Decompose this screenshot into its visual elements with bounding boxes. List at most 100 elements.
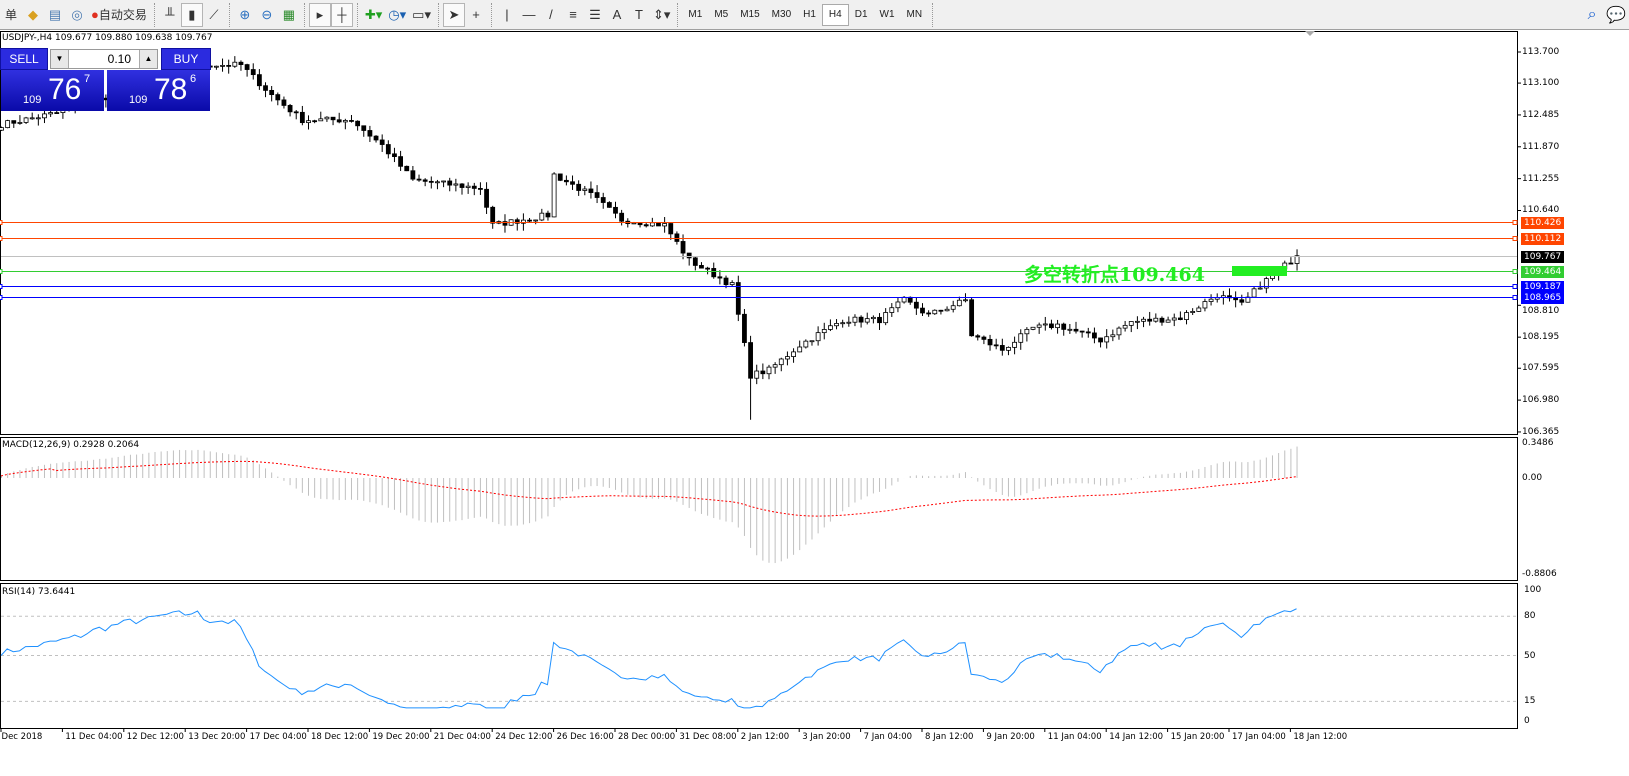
- bear-candle: [355, 120, 361, 127]
- bull-candle: [213, 65, 219, 68]
- price-line-label: 109.187: [1521, 280, 1565, 293]
- time-axis-label: 11 Dec 04:00: [65, 732, 123, 742]
- diamond-button[interactable]: ◆: [22, 3, 44, 27]
- sell-button[interactable]: SELL: [0, 48, 48, 70]
- time-axis-label: 17 Dec 04:00: [249, 732, 307, 742]
- bear-candle: [392, 153, 397, 157]
- line-chart-icon[interactable]: ⟋: [209, 6, 219, 22]
- bear-candle: [999, 345, 1005, 351]
- timeframe-h4[interactable]: H4: [821, 3, 849, 26]
- bull-candle: [950, 305, 956, 310]
- rsi-axis-label: 100: [1524, 585, 1542, 595]
- zoom-in-icon[interactable]: ⊕: [239, 6, 251, 22]
- timeframe-m15[interactable]: M15: [740, 9, 760, 20]
- text-label-icon[interactable]: T: [635, 7, 643, 22]
- bull-candle: [846, 321, 852, 324]
- vertical-line-icon[interactable]: |: [505, 7, 509, 22]
- bear-candle: [250, 69, 256, 76]
- trendline-icon[interactable]: /: [549, 7, 553, 22]
- toolbar-separator: [932, 2, 934, 27]
- cursor-icon[interactable]: ➤: [442, 2, 465, 27]
- fibo-icon[interactable]: ≡: [569, 7, 577, 22]
- lot-decrease-button[interactable]: ▼: [51, 50, 69, 68]
- crosshair-icon[interactable]: +: [472, 7, 480, 22]
- zoom-out-icon[interactable]: ⊖: [261, 6, 273, 22]
- price-line-label: 110.426: [1521, 216, 1565, 229]
- search-icon[interactable]: ⌕: [1587, 5, 1597, 23]
- bear-candle: [987, 338, 993, 346]
- bull-candle: [864, 318, 870, 323]
- timeframe-m1[interactable]: M1: [688, 9, 703, 20]
- candle-chart-icon[interactable]: ▮: [180, 2, 203, 27]
- timeframe-w1[interactable]: W1: [879, 9, 895, 20]
- macd-panel: [0, 437, 1518, 581]
- tile-icon[interactable]: ▦: [282, 6, 296, 22]
- buy-button[interactable]: BUY: [161, 48, 211, 70]
- indicators-icon[interactable]: ✚▾: [364, 6, 383, 22]
- chat-icon[interactable]: 💬: [1606, 6, 1626, 24]
- bull-candle: [1036, 324, 1042, 328]
- lot-increase-button[interactable]: ▲: [139, 50, 157, 68]
- bull-candle: [1263, 278, 1269, 289]
- diamond-icon: ◆: [28, 6, 38, 22]
- orders-button[interactable]: 单: [0, 3, 22, 27]
- bear-candle: [668, 223, 674, 235]
- lot-value[interactable]: 0.10: [107, 52, 131, 66]
- bull-candle: [1208, 298, 1214, 302]
- macd-title: MACD(12,26,9) 0.2928 0.2064: [2, 440, 140, 450]
- text-icon[interactable]: A: [612, 7, 622, 22]
- bid-quote[interactable]: 109 76 7: [1, 70, 104, 111]
- timeframe-h1[interactable]: H1: [803, 9, 816, 20]
- timeframe-mn[interactable]: MN: [906, 9, 923, 20]
- terminal-icon: ▤: [48, 6, 62, 22]
- timeframe-d1[interactable]: D1: [854, 9, 868, 20]
- bull-candle: [1251, 288, 1257, 298]
- bull-candle: [1030, 326, 1036, 330]
- time-axis-label: 2 Jan 12:00: [740, 732, 790, 742]
- bull-candle: [35, 117, 41, 120]
- timeframe-m30[interactable]: M30: [771, 9, 792, 20]
- bid-pips: 76: [48, 73, 82, 106]
- time-axis-label: 17 Jan 04:00: [1232, 732, 1286, 742]
- templates-icon[interactable]: ▭▾: [412, 6, 431, 22]
- lot-size-field[interactable]: ▼ 0.10 ▲: [50, 49, 158, 69]
- arrows-icon[interactable]: ⇕▾: [652, 6, 671, 22]
- autotrading-button[interactable]: ● 自动交易: [88, 3, 150, 27]
- bear-candle: [367, 130, 373, 137]
- bear-candle: [606, 202, 612, 208]
- bear-candle: [723, 277, 729, 286]
- bull-candle: [821, 329, 827, 334]
- bull-candle: [901, 296, 907, 303]
- bear-candle: [692, 257, 698, 266]
- bull-candle: [533, 219, 539, 222]
- bar-chart-icon[interactable]: ╨: [165, 7, 175, 22]
- bull-candle: [1294, 255, 1300, 264]
- bull-candle: [48, 112, 54, 115]
- bear-candle: [447, 180, 453, 186]
- bull-candle: [1104, 336, 1110, 343]
- bear-candle: [416, 178, 422, 181]
- horizontal-line-icon[interactable]: —: [522, 7, 536, 22]
- price-axis-label: 111.870: [1522, 141, 1560, 152]
- bear-candle: [1239, 299, 1245, 303]
- terminal-button[interactable]: ▤: [44, 3, 66, 27]
- time-axis-label: 3 Jan 20:00: [802, 732, 851, 742]
- bull-candle: [631, 222, 637, 225]
- bull-candle: [1196, 307, 1202, 312]
- bear-candle: [238, 61, 244, 65]
- chart-shift-icon[interactable]: ┼: [330, 2, 353, 27]
- bull-candle: [1165, 319, 1171, 323]
- bull-candle: [649, 222, 655, 227]
- fibo-fan-icon[interactable]: ☰: [589, 6, 601, 22]
- bull-candle: [1024, 328, 1030, 335]
- periods-icon[interactable]: ◷▾: [388, 6, 407, 22]
- bear-candle: [686, 252, 692, 259]
- bull-candle: [766, 366, 772, 375]
- bull-candle: [840, 322, 846, 325]
- autoscroll-icon[interactable]: ▸: [308, 2, 331, 27]
- ask-quote[interactable]: 109 78 6: [107, 70, 210, 111]
- timeframe-m5[interactable]: M5: [714, 9, 729, 20]
- price-axis-label: 112.485: [1522, 109, 1560, 120]
- signal-button[interactable]: ◎: [66, 3, 88, 27]
